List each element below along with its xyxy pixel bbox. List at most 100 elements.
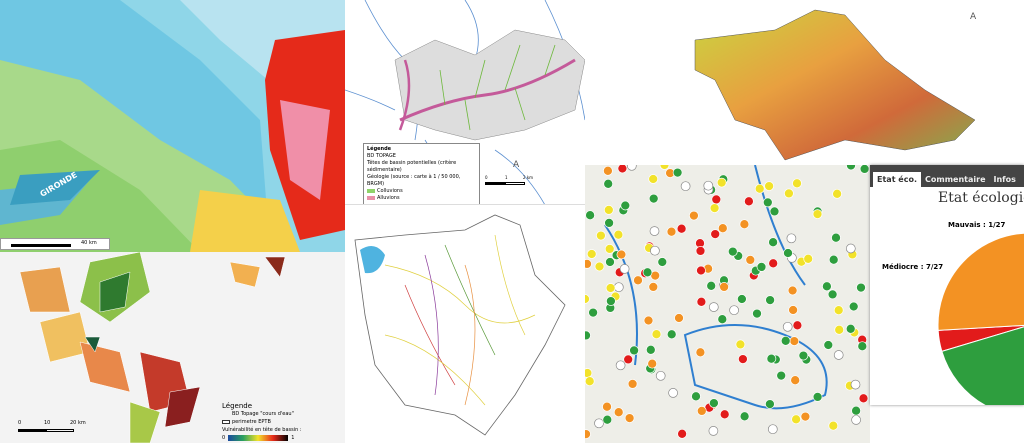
pie-slice[interactable] [937, 232, 1024, 331]
station-marker[interactable] [828, 254, 839, 265]
station-marker[interactable] [768, 258, 779, 269]
station-marker[interactable] [850, 379, 861, 390]
station-marker[interactable] [782, 321, 793, 332]
station-marker[interactable] [648, 193, 659, 204]
station-marker[interactable] [756, 262, 767, 272]
station-marker[interactable] [613, 282, 624, 293]
station-marker[interactable] [648, 282, 659, 292]
station-marker[interactable] [787, 285, 798, 296]
station-marker[interactable] [792, 320, 803, 331]
station-marker[interactable] [822, 281, 832, 292]
station-marker[interactable] [800, 411, 811, 422]
station-marker[interactable] [602, 401, 612, 412]
station-marker[interactable] [585, 368, 593, 378]
station-marker[interactable] [711, 194, 722, 205]
station-marker[interactable] [738, 354, 748, 364]
station-marker[interactable] [588, 307, 598, 318]
station-marker[interactable] [616, 249, 627, 260]
station-marker[interactable] [788, 305, 798, 315]
station-marker[interactable] [605, 257, 615, 267]
station-marker[interactable] [857, 341, 868, 352]
station-marker[interactable] [762, 197, 773, 208]
station-marker[interactable] [739, 411, 750, 422]
station-marker[interactable] [623, 354, 634, 365]
station-marker[interactable] [696, 406, 707, 416]
station-marker[interactable] [717, 314, 728, 325]
station-marker[interactable] [719, 409, 730, 420]
station-marker[interactable] [727, 246, 738, 257]
station-marker[interactable] [708, 302, 719, 312]
station-marker[interactable] [703, 180, 714, 191]
station-marker[interactable] [655, 370, 666, 381]
pie-slice[interactable] [941, 325, 1024, 405]
station-marker[interactable] [823, 340, 834, 350]
station-marker[interactable] [645, 344, 656, 355]
station-marker[interactable] [789, 336, 800, 346]
station-marker[interactable] [706, 280, 717, 291]
station-marker[interactable] [739, 219, 750, 230]
station-marker[interactable] [594, 261, 605, 272]
station-marker[interactable] [765, 295, 775, 305]
station-marker[interactable] [845, 323, 856, 334]
station-marker[interactable] [832, 188, 842, 199]
station-marker[interactable] [585, 376, 595, 387]
station-marker[interactable] [650, 245, 660, 256]
station-marker[interactable] [695, 246, 706, 256]
station-marker[interactable] [585, 429, 591, 439]
station-marker[interactable] [769, 206, 780, 217]
station-marker[interactable] [604, 244, 615, 254]
station-marker[interactable] [834, 324, 845, 335]
station-marker[interactable] [613, 229, 624, 240]
tab-infos[interactable]: Infos [993, 175, 1016, 184]
station-marker[interactable] [766, 353, 777, 364]
station-marker[interactable] [604, 218, 614, 228]
station-marker[interactable] [827, 289, 838, 300]
station-marker[interactable] [668, 388, 678, 398]
station-marker[interactable] [851, 415, 861, 425]
station-marker[interactable] [833, 305, 844, 316]
station-marker[interactable] [737, 294, 747, 304]
station-marker[interactable] [767, 424, 778, 435]
station-marker[interactable] [649, 226, 660, 236]
station-marker[interactable] [617, 165, 628, 174]
station-marker[interactable] [619, 264, 630, 274]
station-marker[interactable] [710, 229, 721, 239]
station-marker[interactable] [828, 420, 839, 431]
station-marker[interactable] [719, 282, 729, 292]
station-marker[interactable] [709, 398, 719, 408]
station-marker[interactable] [831, 232, 841, 243]
station-marker[interactable] [695, 347, 706, 358]
station-marker[interactable] [585, 259, 592, 269]
station-marker[interactable] [606, 296, 616, 306]
station-marker[interactable] [585, 330, 591, 341]
station-marker[interactable] [629, 345, 639, 356]
station-marker[interactable] [858, 393, 869, 404]
station-marker[interactable] [709, 203, 720, 213]
station-marker[interactable] [691, 391, 701, 402]
station-marker[interactable] [791, 414, 801, 425]
station-marker[interactable] [708, 426, 719, 436]
station-marker[interactable] [605, 283, 616, 293]
station-marker[interactable] [620, 200, 631, 211]
station-marker[interactable] [729, 305, 739, 316]
station-marker[interactable] [765, 399, 775, 409]
station-marker[interactable] [856, 282, 866, 293]
station-marker[interactable] [784, 188, 794, 199]
station-marker[interactable] [666, 329, 677, 340]
station-marker[interactable] [764, 181, 774, 191]
station-marker[interactable] [680, 181, 691, 192]
station-marker[interactable] [615, 360, 626, 371]
station-marker[interactable] [780, 335, 791, 346]
station-marker[interactable] [812, 209, 823, 219]
station-marker[interactable] [717, 223, 728, 234]
station-marker[interactable] [812, 392, 823, 402]
station-marker[interactable] [845, 243, 856, 254]
station-marker[interactable] [786, 233, 797, 244]
station-marker[interactable] [643, 315, 654, 326]
station-marker[interactable] [602, 414, 613, 425]
station-marker[interactable] [674, 313, 684, 323]
station-marker[interactable] [851, 405, 861, 416]
station-marker[interactable] [666, 226, 677, 237]
station-marker[interactable] [676, 223, 687, 234]
station-marker[interactable] [716, 177, 727, 188]
